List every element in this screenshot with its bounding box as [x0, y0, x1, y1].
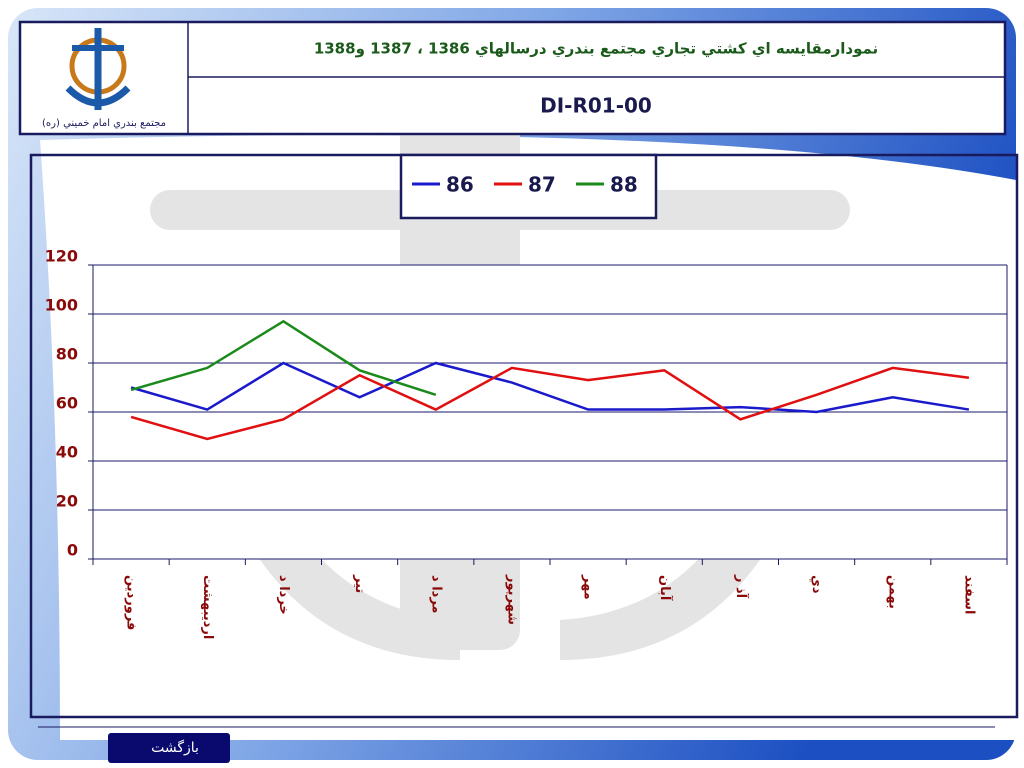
x-tick-label: خردا د	[276, 575, 291, 615]
y-tick-label: 60	[56, 394, 78, 413]
y-tick-label: 80	[56, 345, 78, 364]
x-tick-label: آذ ر	[733, 574, 750, 599]
legend-label: 87	[528, 173, 556, 197]
back-button[interactable]	[108, 733, 230, 763]
y-tick-label: 40	[56, 443, 78, 462]
logo	[65, 28, 131, 110]
x-tick-label: آبان	[657, 575, 674, 601]
series-line	[130, 361, 970, 414]
x-tick-label: شهريور	[504, 574, 519, 625]
x-tick-label: ارديبهشت	[200, 575, 215, 639]
document-code: DI-R01-00	[540, 94, 652, 118]
legend-label: 86	[446, 173, 474, 197]
legend-box	[399, 153, 658, 220]
series-line	[130, 366, 970, 441]
y-tick-label: 120	[45, 247, 78, 266]
back-button-label[interactable]: بازگشت	[151, 739, 199, 756]
x-tick-label: فروردين	[124, 575, 139, 630]
x-tick-label: دي	[809, 575, 824, 594]
header-box	[18, 20, 1007, 136]
y-tick-label: 0	[67, 541, 78, 560]
x-tick-label: اسفند	[961, 575, 976, 614]
y-tick-label: 100	[45, 296, 78, 315]
x-tick-label: بهمن	[885, 575, 900, 609]
series-line	[130, 319, 437, 397]
y-tick-label: 20	[56, 492, 78, 511]
slide-title: نمودارمقايسه اي كشتي تجاري مجتمع بندري د…	[314, 40, 878, 59]
x-tick-label: تير	[352, 574, 367, 593]
legend-label: 88	[610, 173, 638, 197]
logo-caption: مجتمع بندري امام خميني (ره)	[42, 118, 166, 129]
x-tick-label: مردا د	[428, 575, 443, 613]
x-tick-label: مهر	[581, 574, 596, 600]
